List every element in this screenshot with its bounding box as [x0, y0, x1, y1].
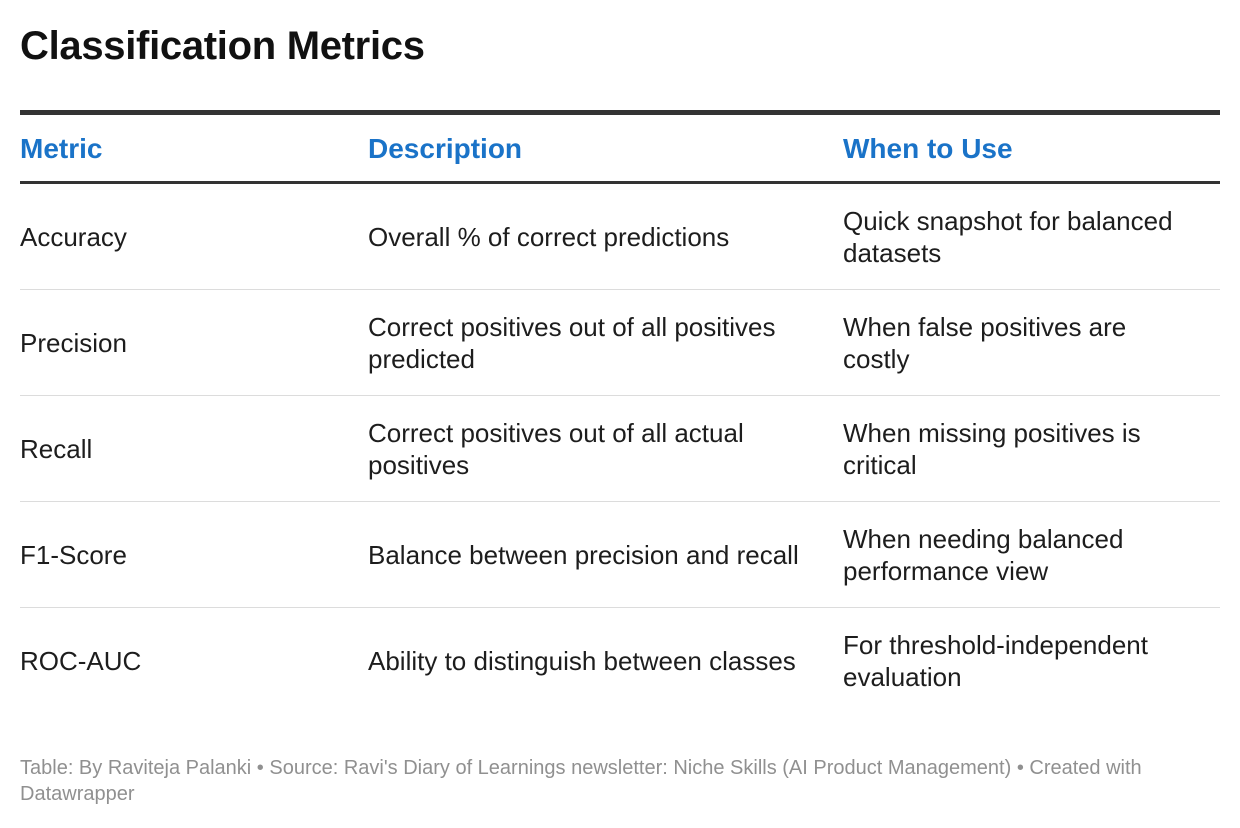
cell-description: Correct positives out of all actual posi…: [368, 417, 744, 480]
cell-metric: ROC-AUC: [20, 646, 142, 676]
cell-when-to-use: When missing positives is critical: [843, 417, 1141, 480]
table-row: ROC-AUC Ability to distinguish between c…: [20, 608, 1220, 714]
cell-when-to-use: When false positives are costly: [843, 311, 1127, 374]
table-row: Accuracy Overall % of correct prediction…: [20, 184, 1220, 290]
table-header-row: Metric Description When to Use: [20, 115, 1220, 184]
cell-when-to-use: For threshold-independent evaluation: [843, 630, 1148, 692]
cell-description: Balance between precision and recall: [368, 539, 799, 570]
table-row: Precision Correct positives out of all p…: [20, 290, 1220, 396]
cell-description: Overall % of correct predictions: [368, 221, 730, 252]
column-header-when-to-use: When to Use: [843, 133, 1013, 164]
source-text: • Source: Ravi's Diary of Learnings news…: [256, 757, 1012, 779]
cell-metric: Precision: [20, 327, 127, 358]
table-row: Recall Correct positives out of all actu…: [20, 396, 1220, 502]
cell-metric: Recall: [20, 433, 93, 464]
page-title: Classification Metrics: [20, 24, 425, 68]
cell-metric: F1-Score: [20, 539, 127, 570]
cell-when-to-use: Quick snapshot for balanced datasets: [843, 205, 1173, 268]
table-row: F1-Score Balance between precision and r…: [20, 502, 1220, 608]
table-page: Classification Metrics Metric Descriptio…: [20, 0, 1220, 828]
column-header-description: Description: [368, 133, 523, 164]
cell-description: Correct positives out of all positives p…: [368, 311, 776, 374]
credit-text: Table: By Raviteja Palanki: [20, 757, 257, 779]
metrics-table: Metric Description When to Use Accuracy …: [20, 110, 1220, 714]
cell-description: Ability to distinguish between classes: [368, 646, 796, 676]
created-with-text: • Created with Datawrapper: [20, 757, 1142, 805]
cell-when-to-use: When needing balanced performance view: [843, 523, 1124, 586]
table-footnote: Table: By Raviteja Palanki • Source: Rav…: [20, 755, 1220, 807]
cell-metric: Accuracy: [20, 221, 127, 252]
table-body: Accuracy Overall % of correct prediction…: [20, 184, 1220, 714]
column-header-metric: Metric: [20, 133, 103, 164]
